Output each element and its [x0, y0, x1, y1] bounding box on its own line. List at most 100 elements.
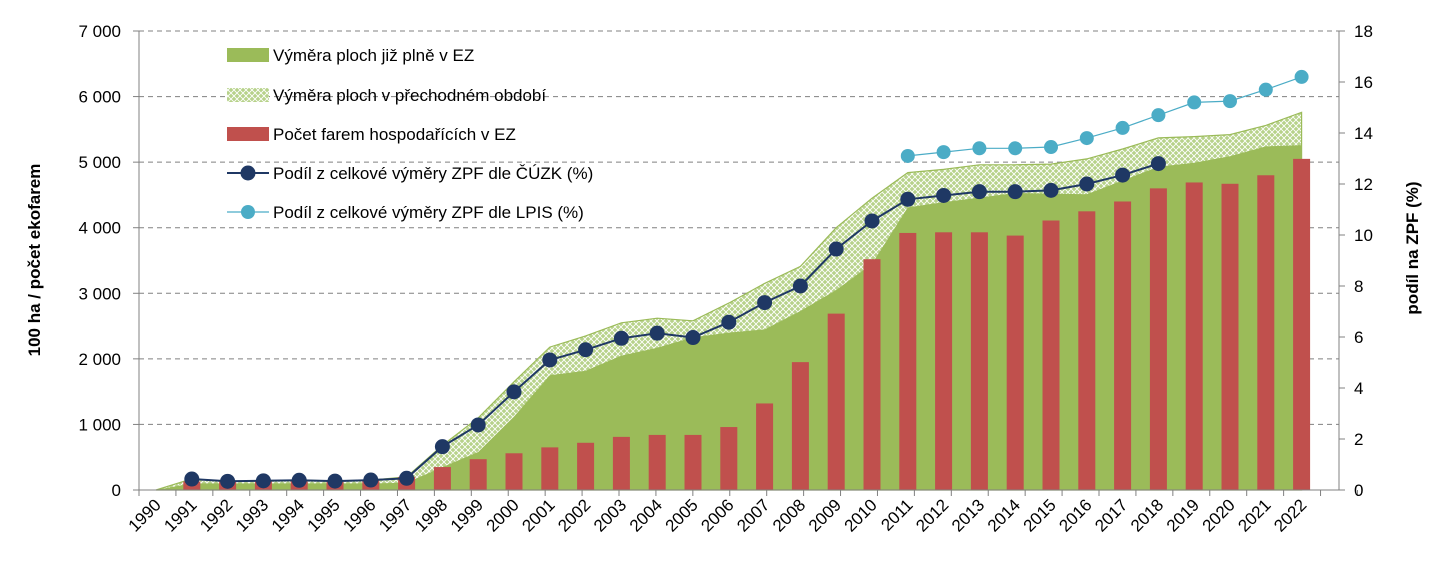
y-tick-label: 5 000 — [78, 153, 121, 172]
x-tick-label: 2005 — [662, 495, 702, 535]
legend-label: Výměra ploch v přechodném období — [273, 86, 546, 105]
legend-swatch-bars — [227, 127, 269, 141]
bar — [970, 232, 988, 490]
y2-tick-label: 12 — [1354, 175, 1373, 194]
bar — [1006, 235, 1024, 490]
y2-tick-label: 2 — [1354, 430, 1363, 449]
bar — [1114, 201, 1132, 490]
x-tick-label: 2012 — [912, 495, 952, 535]
cuzk-point — [470, 417, 486, 433]
y2-tick-label: 6 — [1354, 328, 1363, 347]
x-tick-label: 2016 — [1055, 495, 1095, 535]
cuzk-point — [936, 187, 952, 203]
x-tick-label: 1997 — [375, 495, 415, 535]
lpis-point — [1223, 94, 1237, 109]
bar — [899, 232, 917, 490]
x-tick-label: 2014 — [984, 495, 1024, 535]
x-tick-label: 2001 — [518, 495, 558, 535]
bars-group — [183, 158, 1311, 491]
x-tick-label: 2015 — [1020, 495, 1060, 535]
cuzk-point — [971, 184, 987, 200]
y2-tick-label: 4 — [1354, 379, 1363, 398]
legend-label: Počet farem hospodařících v EZ — [273, 125, 516, 144]
y-tick-label: 2 000 — [78, 350, 121, 369]
lpis-point — [1079, 131, 1094, 146]
cuzk-point — [792, 278, 808, 294]
x-tick-label: 1996 — [339, 495, 379, 535]
y-tick-label: 7 000 — [78, 22, 121, 41]
x-tick-label: 1990 — [125, 495, 165, 535]
x-tick-label: 2020 — [1199, 495, 1239, 535]
cuzk-point — [685, 330, 701, 346]
bar — [612, 436, 630, 490]
cuzk-point — [721, 314, 737, 330]
lpis-point — [1187, 95, 1202, 110]
y2-tick-label: 16 — [1354, 73, 1373, 92]
x-tick-label: 2000 — [483, 495, 523, 535]
bar — [1293, 158, 1311, 490]
bar — [1221, 183, 1239, 490]
x-tick-label: 2006 — [697, 495, 737, 535]
x-tick-label: 1995 — [304, 495, 344, 535]
cuzk-point — [613, 330, 629, 346]
lines-group — [184, 69, 1309, 489]
bar — [1149, 188, 1167, 490]
x-tick-label: 2017 — [1091, 495, 1131, 535]
x-tick-label: 1994 — [268, 495, 308, 535]
y2-tick-label: 0 — [1354, 481, 1363, 500]
legend-label: Podíl z celkové výměry ZPF dle ČÚZK (%) — [273, 164, 593, 183]
legend-label: Výměra ploch již plně v EZ — [273, 46, 474, 65]
cuzk-point — [1043, 182, 1059, 198]
y-tick-label: 0 — [112, 481, 121, 500]
x-tick-label: 2008 — [769, 495, 809, 535]
bar — [577, 442, 595, 490]
bar — [1257, 175, 1275, 490]
x-tick-label: 1999 — [447, 495, 487, 535]
x-tick-label: 2003 — [590, 495, 630, 535]
bar — [1078, 211, 1096, 491]
x-tick-label: 1998 — [411, 495, 451, 535]
x-tick-label: 2010 — [841, 495, 881, 535]
x-tick-label: 1992 — [196, 495, 236, 535]
bar — [541, 447, 559, 490]
cuzk-point — [578, 342, 594, 358]
lpis-point — [936, 145, 951, 160]
bar — [648, 434, 666, 490]
legend-swatch-area-transition — [227, 88, 269, 102]
x-tick-label: 2018 — [1127, 495, 1167, 535]
x-tick-label: 2022 — [1270, 495, 1310, 535]
bar — [756, 403, 774, 490]
y2-tick-label: 18 — [1354, 22, 1373, 41]
legend-swatch-cuzk-point — [240, 165, 256, 181]
bar — [1185, 182, 1203, 490]
y-tick-label: 1 000 — [78, 415, 121, 434]
legend: Výměra ploch již plně v EZ Výměra ploch v… — [227, 46, 593, 222]
legend-label: Podíl z celkové výměry ZPF dle LPIS (%) — [273, 203, 584, 222]
cuzk-point — [649, 325, 665, 341]
bar — [684, 434, 702, 490]
bar — [433, 467, 451, 490]
bar — [1042, 220, 1060, 490]
x-tick-label: 2002 — [554, 495, 594, 535]
legend-swatch-area-full — [227, 48, 269, 62]
cuzk-point — [1007, 184, 1023, 200]
cuzk-point — [864, 213, 880, 229]
x-tick-label: 2019 — [1163, 495, 1203, 535]
cuzk-point — [363, 472, 379, 488]
bar — [720, 427, 738, 490]
x-tick-label: 1993 — [232, 495, 272, 535]
lpis-point — [972, 141, 987, 156]
x-tick-label: 1991 — [160, 495, 200, 535]
cuzk-line — [191, 162, 1159, 483]
lpis-point — [1115, 120, 1130, 135]
cuzk-point — [220, 473, 236, 489]
lpis-point — [1008, 141, 1023, 156]
cuzk-point — [1115, 167, 1131, 183]
legend-swatch-lpis-point — [241, 205, 255, 219]
cuzk-point — [434, 439, 450, 455]
x-tick-label: 2011 — [877, 495, 916, 534]
x-tick-label: 2007 — [733, 495, 773, 535]
cuzk-point — [327, 473, 343, 489]
y2-tick-label: 14 — [1354, 124, 1373, 143]
